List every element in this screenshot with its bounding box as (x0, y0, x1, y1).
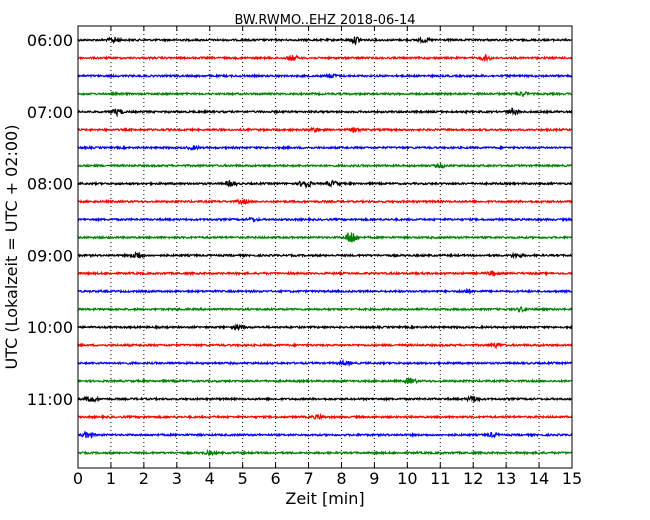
x-tick-label: 6 (271, 469, 281, 488)
seismic-trace (77, 448, 573, 457)
seismic-trace (77, 306, 573, 314)
seismic-trace (77, 107, 573, 118)
x-tick-label: 11 (430, 469, 450, 488)
seismic-trace (77, 198, 573, 206)
x-tick-label: 4 (205, 469, 215, 488)
seismic-trace (77, 216, 573, 224)
seismic-trace (77, 376, 573, 385)
x-tick-label: 0 (73, 469, 83, 488)
x-tick-label: 12 (463, 469, 483, 488)
x-tick-label: 2 (139, 469, 149, 488)
seismic-trace (77, 341, 573, 350)
seismic-trace (77, 412, 573, 421)
seismic-trace (77, 232, 573, 243)
seismic-trace (77, 53, 573, 63)
y-tick-label: 10:00 (27, 318, 73, 337)
seismic-trace (77, 430, 573, 439)
x-tick-label: 9 (369, 469, 379, 488)
x-tick-label: 3 (172, 469, 182, 488)
x-tick-label: 14 (529, 469, 549, 488)
seismic-trace (77, 270, 573, 277)
seismic-trace (77, 36, 573, 46)
x-tick-label: 1 (106, 469, 116, 488)
seismic-trace (77, 251, 573, 260)
x-tick-label: 8 (336, 469, 346, 488)
y-tick-label: 07:00 (27, 103, 73, 122)
x-tick-label: 13 (496, 469, 516, 488)
y-axis-label: UTC (Lokalzeit = UTC + 02:00) (2, 125, 21, 370)
seismic-trace (77, 162, 573, 169)
y-tick-label: 06:00 (27, 31, 73, 50)
y-tick-label: 08:00 (27, 175, 73, 194)
seismic-trace (77, 395, 573, 403)
seismic-trace (77, 323, 573, 331)
seismic-trace (77, 90, 573, 97)
plot-frame (77, 25, 573, 469)
seismic-trace (77, 72, 573, 79)
seismic-trace (77, 179, 573, 189)
seismic-trace (77, 144, 573, 151)
x-axis-label: Zeit [min] (285, 489, 364, 508)
chart-title: BW.RWMO..EHZ 2018-06-14 (234, 13, 415, 28)
x-tick-label: 10 (397, 469, 417, 488)
axis-ticks: 0 1 2 3 4 5 6 7 8 9 10 11 12 13 14 1506:0007:0008:0009:… (27, 26, 582, 488)
seismic-trace (77, 287, 573, 295)
y-tick-label: 11:00 (27, 390, 73, 409)
vertical-gridlines (110, 26, 540, 468)
seismic-trace (77, 359, 573, 367)
seismic-trace (77, 126, 573, 134)
x-tick-label: 5 (238, 469, 248, 488)
x-tick-label: 7 (303, 469, 313, 488)
x-tick-label: 15 (562, 469, 582, 488)
seismic-traces (77, 36, 573, 457)
y-tick-label: 09:00 (27, 246, 73, 265)
